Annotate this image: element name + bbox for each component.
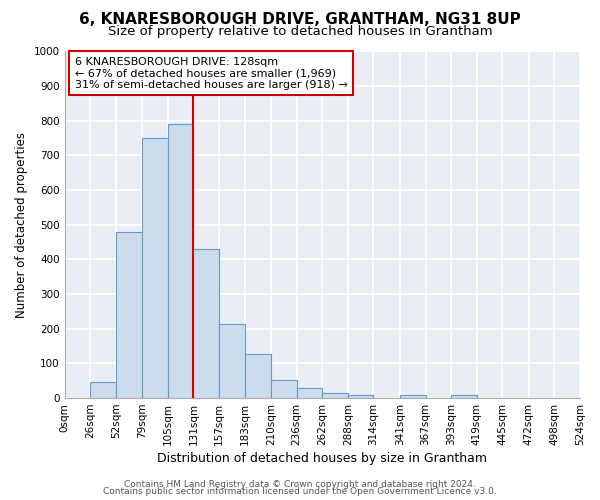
Y-axis label: Number of detached properties: Number of detached properties xyxy=(15,132,28,318)
Bar xyxy=(168,124,193,398)
Bar xyxy=(90,382,116,398)
Bar xyxy=(245,354,271,398)
Text: 6, KNARESBOROUGH DRIVE, GRANTHAM, NG31 8UP: 6, KNARESBOROUGH DRIVE, GRANTHAM, NG31 8… xyxy=(79,12,521,28)
Bar xyxy=(142,138,168,398)
Bar xyxy=(296,388,322,398)
Text: 6 KNARESBOROUGH DRIVE: 128sqm
← 67% of detached houses are smaller (1,969)
31% o: 6 KNARESBOROUGH DRIVE: 128sqm ← 67% of d… xyxy=(75,56,348,90)
Bar xyxy=(116,232,142,398)
Bar xyxy=(348,394,373,398)
Bar xyxy=(322,393,348,398)
Text: Size of property relative to detached houses in Grantham: Size of property relative to detached ho… xyxy=(107,25,493,38)
Text: Contains public sector information licensed under the Open Government Licence v3: Contains public sector information licen… xyxy=(103,487,497,496)
Bar xyxy=(193,249,219,398)
Bar xyxy=(451,396,477,398)
Bar xyxy=(400,396,425,398)
Bar xyxy=(271,380,296,398)
Text: Contains HM Land Registry data © Crown copyright and database right 2024.: Contains HM Land Registry data © Crown c… xyxy=(124,480,476,489)
X-axis label: Distribution of detached houses by size in Grantham: Distribution of detached houses by size … xyxy=(157,452,487,465)
Bar xyxy=(219,324,245,398)
